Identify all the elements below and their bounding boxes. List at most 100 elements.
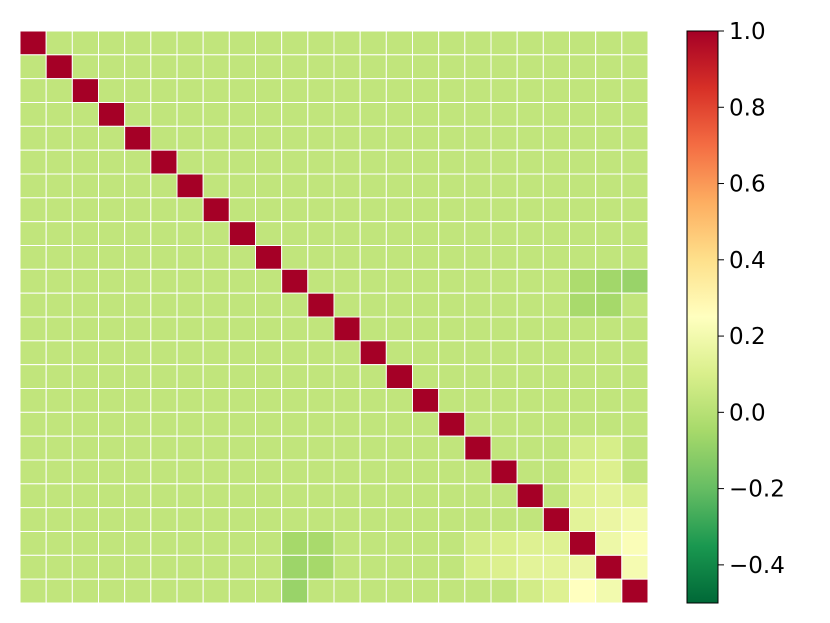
heatmap-cell [621, 125, 649, 151]
heatmap-cell [228, 197, 257, 223]
heatmap-cell [359, 125, 387, 151]
heatmap-cell [98, 364, 126, 390]
heatmap-cell [71, 292, 100, 318]
heatmap-cell [150, 292, 178, 318]
heatmap-cell [333, 245, 361, 270]
heatmap-cell [307, 483, 335, 509]
heatmap-cell [19, 102, 47, 127]
heatmap-cell [438, 554, 466, 580]
heatmap-cell [176, 149, 204, 175]
heatmap-cell [45, 221, 73, 246]
heatmap-cell [490, 364, 518, 390]
heatmap-cell [464, 507, 492, 533]
heatmap-cell [438, 197, 466, 223]
heatmap-cell [490, 197, 518, 223]
heatmap-cell [516, 364, 544, 390]
heatmap-cell [228, 245, 257, 270]
heatmap-cell [150, 483, 178, 509]
heatmap-cell [516, 411, 544, 437]
heatmap-cell [281, 30, 309, 56]
heatmap-cell [98, 316, 126, 342]
heatmap-cell [71, 435, 100, 461]
heatmap-cell [542, 483, 571, 509]
heatmap-cell [412, 245, 440, 270]
heatmap-cell [569, 316, 597, 342]
heatmap-cell [569, 78, 597, 103]
heatmap-cell [490, 30, 518, 56]
heatmap-cell [595, 30, 623, 56]
heatmap-cell [19, 483, 47, 509]
heatmap-cell [19, 221, 47, 246]
heatmap-cell [569, 125, 597, 151]
heatmap-cell [464, 435, 492, 461]
heatmap-cell [595, 435, 623, 461]
heatmap-cell [438, 388, 466, 413]
heatmap-cell [621, 268, 649, 294]
heatmap-cell [307, 221, 335, 246]
heatmap-cell [542, 30, 571, 56]
heatmap-cell [307, 245, 335, 270]
heatmap-cell [359, 459, 387, 485]
heatmap-cell [124, 292, 152, 318]
heatmap-cell [176, 268, 204, 294]
heatmap-cell [595, 221, 623, 246]
heatmap-cell [385, 54, 413, 80]
heatmap-cell [569, 364, 597, 390]
heatmap-cell [621, 197, 649, 223]
heatmap-cell [281, 340, 309, 366]
heatmap-cell [490, 221, 518, 246]
heatmap-cell [412, 459, 440, 485]
heatmap-cell [45, 292, 73, 318]
heatmap-cell [595, 268, 623, 294]
heatmap-cell [71, 125, 100, 151]
colorbar: 1.0 0.8 0.6 0.4 0.2 0.0 −0.2 −0.4 [686, 19, 785, 604]
heatmap-cell [542, 78, 571, 103]
heatmap-cell [569, 102, 597, 127]
heatmap-cell [385, 578, 413, 604]
heatmap-cell [45, 268, 73, 294]
heatmap-cell [595, 292, 623, 318]
heatmap-cell [438, 125, 466, 151]
heatmap-cell [124, 173, 152, 199]
heatmap-cell [228, 78, 257, 103]
heatmap-cell [176, 554, 204, 580]
heatmap-cell [45, 245, 73, 270]
heatmap-cell [124, 411, 152, 437]
heatmap-cell [385, 507, 413, 533]
heatmap-cell [542, 459, 571, 485]
heatmap-cell [228, 292, 257, 318]
heatmap-cell [307, 292, 335, 318]
heatmap-cell [19, 531, 47, 556]
heatmap-cell [255, 483, 283, 509]
heatmap-cell [307, 578, 335, 604]
heatmap-cell [45, 149, 73, 175]
heatmap-cell [385, 364, 413, 390]
heatmap-cell [359, 221, 387, 246]
heatmap-cell [621, 531, 649, 556]
heatmap-cell [621, 102, 649, 127]
heatmap-cell [255, 125, 283, 151]
heatmap-cell [281, 245, 309, 270]
heatmap-cell [202, 483, 230, 509]
heatmap-cell [71, 268, 100, 294]
heatmap-cell [516, 125, 544, 151]
heatmap-cell [307, 316, 335, 342]
heatmap-cell [542, 340, 571, 366]
heatmap-cell [307, 54, 335, 80]
heatmap-cell [202, 30, 230, 56]
heatmap-cell [281, 197, 309, 223]
heatmap-cell [255, 459, 283, 485]
heatmap-cell [412, 54, 440, 80]
heatmap-cell [464, 316, 492, 342]
heatmap-cell [438, 507, 466, 533]
heatmap-cell [255, 78, 283, 103]
heatmap-cell [71, 459, 100, 485]
heatmap-cell [542, 173, 571, 199]
heatmap-cell [542, 292, 571, 318]
heatmap-cell [202, 554, 230, 580]
heatmap-cell [412, 173, 440, 199]
heatmap-cell [228, 54, 257, 80]
heatmap-cell [150, 54, 178, 80]
heatmap-cell [595, 554, 623, 580]
heatmap-cell [359, 30, 387, 56]
